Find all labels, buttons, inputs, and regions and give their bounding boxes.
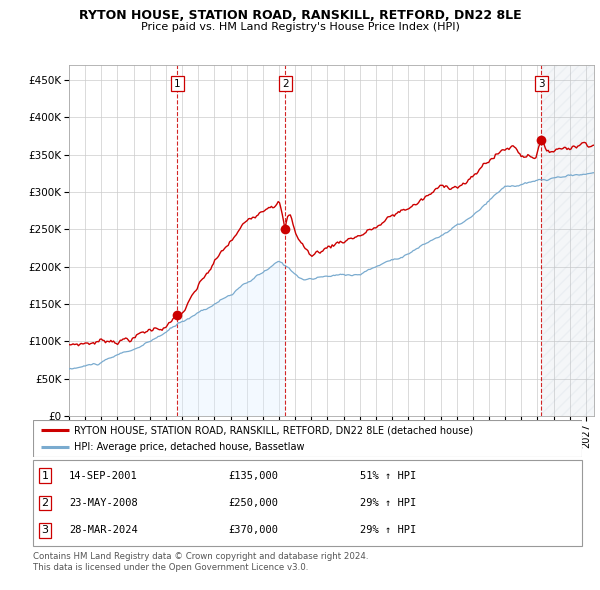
Text: RYTON HOUSE, STATION ROAD, RANSKILL, RETFORD, DN22 8LE (detached house): RYTON HOUSE, STATION ROAD, RANSKILL, RET… [74, 425, 473, 435]
Text: HPI: Average price, detached house, Bassetlaw: HPI: Average price, detached house, Bass… [74, 442, 305, 452]
Text: £370,000: £370,000 [228, 525, 278, 535]
Text: RYTON HOUSE, STATION ROAD, RANSKILL, RETFORD, DN22 8LE: RYTON HOUSE, STATION ROAD, RANSKILL, RET… [79, 9, 521, 22]
Text: £135,000: £135,000 [228, 471, 278, 481]
Text: 14-SEP-2001: 14-SEP-2001 [69, 471, 138, 481]
Text: 28-MAR-2024: 28-MAR-2024 [69, 525, 138, 535]
Text: 29% ↑ HPI: 29% ↑ HPI [360, 525, 416, 535]
Text: £250,000: £250,000 [228, 498, 278, 508]
Text: 23-MAY-2008: 23-MAY-2008 [69, 498, 138, 508]
Text: 1: 1 [41, 471, 49, 481]
Text: Contains HM Land Registry data © Crown copyright and database right 2024.: Contains HM Land Registry data © Crown c… [33, 552, 368, 561]
Text: 3: 3 [538, 78, 545, 88]
Text: 29% ↑ HPI: 29% ↑ HPI [360, 498, 416, 508]
Text: 1: 1 [174, 78, 181, 88]
Text: Price paid vs. HM Land Registry's House Price Index (HPI): Price paid vs. HM Land Registry's House … [140, 22, 460, 32]
Text: This data is licensed under the Open Government Licence v3.0.: This data is licensed under the Open Gov… [33, 563, 308, 572]
Text: 2: 2 [282, 78, 289, 88]
Text: 3: 3 [41, 525, 49, 535]
Text: 51% ↑ HPI: 51% ↑ HPI [360, 471, 416, 481]
Text: 2: 2 [41, 498, 49, 508]
